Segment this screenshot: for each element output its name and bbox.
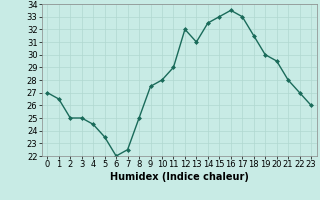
X-axis label: Humidex (Indice chaleur): Humidex (Indice chaleur) [110, 172, 249, 182]
